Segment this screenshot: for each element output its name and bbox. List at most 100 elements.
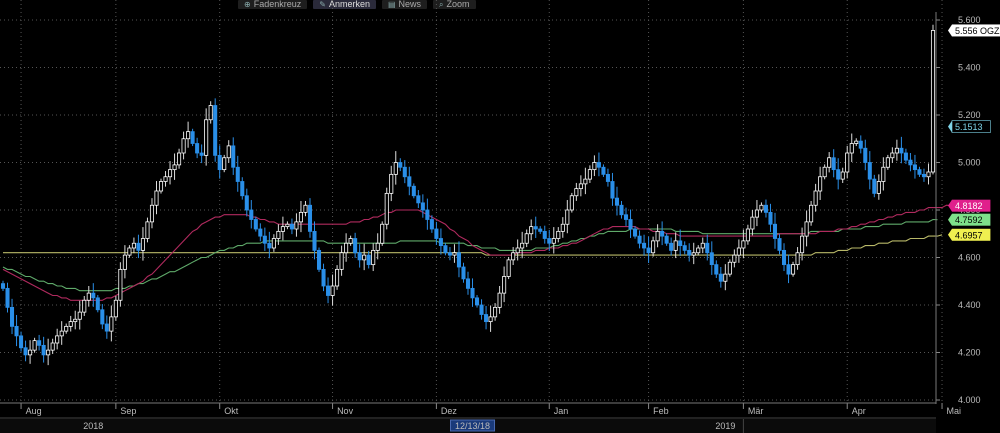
candle-down — [326, 285, 331, 296]
candle-down — [366, 254, 371, 266]
chart-toolbar: ⊕ Fadenkreuz ✎ Anmerken ▤ News ⌕ Zoom — [238, 0, 476, 9]
candle-down — [231, 145, 236, 168]
value-tag-label: 5.556 OGZD — [955, 26, 1000, 36]
candle-down — [614, 197, 620, 206]
candle-down — [628, 219, 633, 230]
candle-down — [538, 228, 543, 232]
crosshair-date-tag — [450, 419, 496, 432]
candle-down — [610, 181, 615, 199]
candle-up — [73, 318, 78, 323]
candle-down — [357, 252, 362, 261]
candle-up — [339, 252, 344, 270]
candle-down — [786, 264, 791, 275]
candle-up — [723, 273, 728, 282]
candle-up — [818, 176, 823, 192]
x-axis: Aug Sep Okt Nov Dez Jan Feb Mär Apr Mai 2018 2019 12… — [0, 402, 961, 433]
candle-down — [425, 209, 430, 220]
candle-down — [456, 252, 461, 268]
candle-down — [429, 219, 434, 230]
toolbar-button-fadenkreuz[interactable]: ⊕ Fadenkreuz — [238, 0, 308, 9]
y-tick-label: 5.200 — [958, 110, 981, 120]
value-tag-pointer — [948, 24, 952, 37]
candle-down — [831, 157, 836, 171]
value-tag-box — [952, 213, 991, 226]
candle-up — [344, 242, 349, 254]
candle-down — [605, 173, 610, 182]
candles — [0, 24, 936, 366]
candle-up — [118, 268, 123, 301]
candle-up — [569, 195, 574, 211]
candle-up — [727, 261, 732, 275]
candle-down — [411, 185, 416, 197]
candle-up — [745, 228, 750, 242]
candle-down — [312, 230, 317, 251]
candle-down — [781, 249, 787, 266]
candle-down — [912, 164, 917, 171]
candle-up — [109, 316, 114, 332]
candle-up — [493, 306, 498, 318]
candle-down — [262, 235, 267, 244]
candle-down — [678, 240, 683, 247]
candle-up — [840, 171, 845, 180]
candle-up — [587, 169, 592, 180]
candle-up — [59, 330, 64, 337]
candle-down — [316, 249, 322, 270]
candle-down — [213, 105, 218, 156]
candle-down — [95, 297, 100, 311]
candle-up — [163, 176, 168, 182]
candle-down — [41, 344, 46, 356]
candle-up — [32, 340, 37, 351]
candle-up — [502, 276, 507, 294]
candle-up — [511, 252, 516, 261]
candle-up — [68, 321, 73, 327]
candle-up — [515, 247, 520, 254]
y-tick-label: 4.600 — [958, 253, 981, 263]
y-tick-label: 5.600 — [958, 15, 981, 25]
candle-down — [190, 131, 195, 144]
candle-up — [380, 223, 385, 244]
toolbar-button-zoom[interactable]: ⌕ Zoom — [433, 0, 476, 9]
x-month-label: Sep — [120, 406, 136, 416]
toolbar-button-anmerken[interactable]: ✎ Anmerken — [313, 0, 376, 9]
candle-up — [362, 254, 367, 261]
candle-up — [497, 292, 502, 308]
candle-up — [894, 147, 899, 154]
candle-up — [154, 190, 159, 206]
candle-down — [199, 152, 204, 156]
ma-red-line — [2, 204, 952, 301]
candle-down — [623, 214, 629, 220]
candle-down — [687, 249, 692, 256]
candle-up — [204, 119, 209, 156]
candle-up — [348, 238, 353, 244]
candle-up — [113, 299, 118, 318]
candle-down — [420, 202, 425, 211]
candle-down — [921, 173, 926, 178]
candle-up — [330, 285, 335, 296]
candle-down — [240, 181, 245, 197]
candle-down — [669, 242, 674, 251]
value-tag-box — [952, 228, 991, 241]
toolbar-button-news[interactable]: ▤ News — [381, 0, 428, 9]
grid-lines — [0, 0, 943, 403]
candle-up — [800, 235, 805, 254]
candle-up — [655, 230, 660, 242]
value-tag-pointer — [948, 120, 952, 133]
value-tag-box — [952, 24, 1000, 37]
candle-up — [795, 252, 800, 266]
candle-down — [321, 268, 326, 287]
candle-down — [289, 223, 294, 230]
candle-down — [899, 147, 904, 154]
candle-down — [465, 278, 471, 289]
candle-up — [845, 152, 850, 173]
value-tag-pointer — [948, 199, 952, 212]
candle-up — [520, 242, 525, 249]
candle-down — [646, 247, 651, 254]
candle-up — [208, 105, 213, 121]
value-tag-label: 4.6957 — [955, 230, 983, 240]
candle-down — [705, 242, 710, 254]
x-month-label: Nov — [337, 406, 354, 416]
candle-down — [777, 238, 782, 251]
candle-down — [353, 238, 358, 254]
candle-up — [158, 181, 164, 192]
